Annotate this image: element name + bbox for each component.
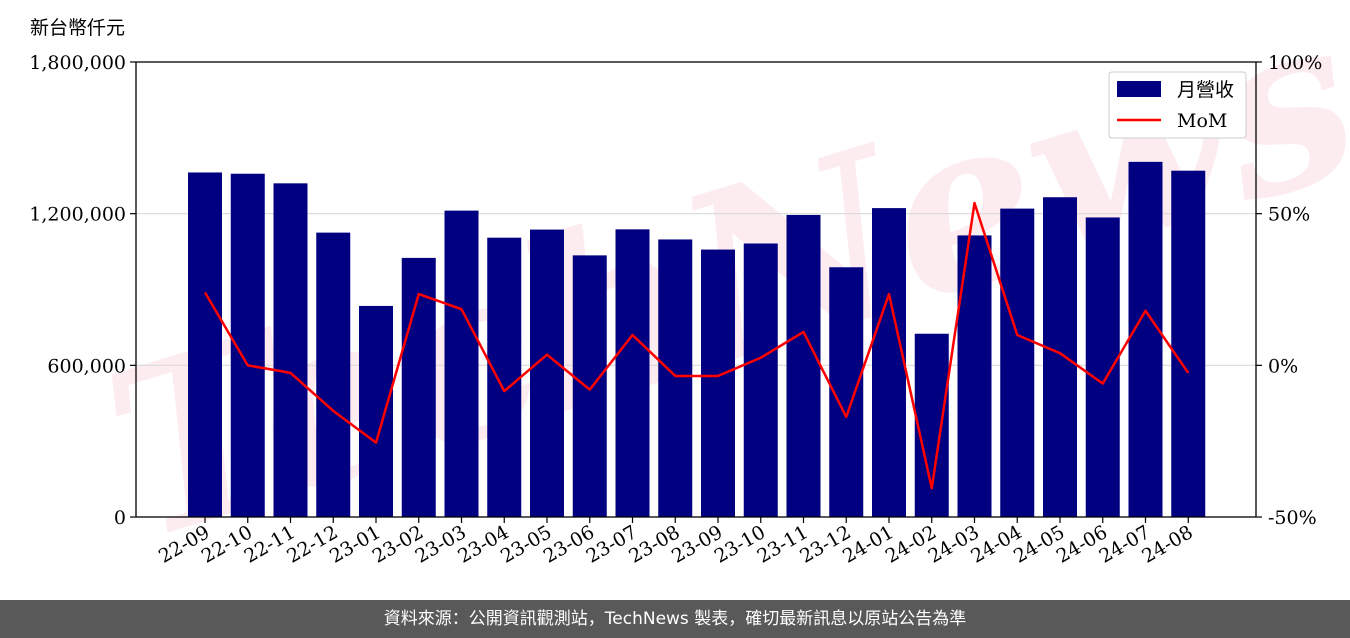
legend: 月營收 MoM xyxy=(1108,71,1247,139)
bar-23-07 xyxy=(615,229,650,518)
bar-23-10 xyxy=(743,243,778,517)
bar-23-04 xyxy=(487,237,522,518)
x-tick-label: 24-08 xyxy=(1138,521,1196,567)
bar-24-08 xyxy=(1171,170,1206,517)
left-tick-label: 0 xyxy=(114,507,126,529)
right-tick-label: 50% xyxy=(1268,204,1310,226)
legend-bar-label: 月營收 xyxy=(1177,79,1234,101)
bar-22-09 xyxy=(188,172,222,518)
legend-bar-swatch xyxy=(1117,81,1161,97)
left-tick-label: 600,000 xyxy=(47,355,126,377)
bar-24-02 xyxy=(914,333,949,517)
bar-24-01 xyxy=(872,208,906,517)
right-tick-label: 100% xyxy=(1268,52,1322,74)
bar-22-12 xyxy=(316,232,351,517)
right-axis: -50% 0% 50% 100% xyxy=(1256,52,1322,529)
bar-23-11 xyxy=(786,214,821,518)
plot-frame xyxy=(135,61,1257,518)
y-unit-label: 新台幣仟元 xyxy=(30,17,125,39)
bar-23-08 xyxy=(658,239,693,517)
bar-23-05 xyxy=(530,229,564,517)
source-note: 資料來源：公開資訊觀測站，TechNews 製表，確切最新訊息以原站公告為準 xyxy=(0,600,1350,638)
bar-22-11 xyxy=(273,183,308,518)
left-axis: 0 600,000 1,200,000 1,800,000 xyxy=(29,52,136,529)
bar-23-01 xyxy=(359,305,393,517)
right-tick-label: -50% xyxy=(1268,507,1317,529)
bar-24-04 xyxy=(1000,208,1035,517)
bar-24-07 xyxy=(1128,161,1163,517)
left-tick-label: 1,200,000 xyxy=(29,204,126,226)
mom-line xyxy=(203,201,1190,490)
right-tick-label: 0% xyxy=(1268,355,1298,377)
bar-24-05 xyxy=(1043,197,1077,517)
bar-23-03 xyxy=(444,210,479,517)
legend-line-label: MoM xyxy=(1177,110,1227,132)
bar-series xyxy=(188,161,1206,518)
bar-23-09 xyxy=(701,249,735,518)
bar-23-06 xyxy=(572,255,607,517)
left-tick-label: 1,800,000 xyxy=(29,52,126,74)
bar-24-06 xyxy=(1085,217,1120,518)
bar-23-02 xyxy=(401,257,436,517)
